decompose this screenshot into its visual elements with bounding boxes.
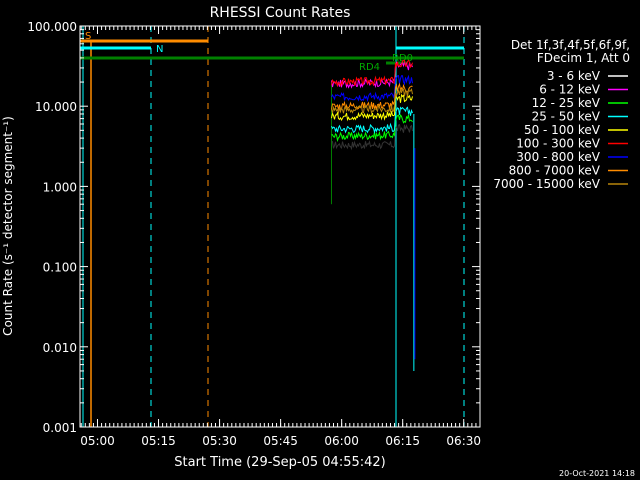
y-tick-label: 100.000 xyxy=(27,20,77,34)
y-tick-label: 0.100 xyxy=(43,261,77,275)
legend-header: FDecim 1, Att 0 xyxy=(537,51,630,65)
series-layer xyxy=(330,59,416,371)
chart-title: RHESSI Count Rates xyxy=(210,5,351,21)
rd0-label: RD0 xyxy=(392,53,413,64)
series-line xyxy=(331,124,413,151)
footer-date: 20-Oct-2021 14:18 xyxy=(559,469,635,478)
legend-label: 300 - 800 keV xyxy=(516,150,600,164)
series-line xyxy=(331,82,413,111)
series-line xyxy=(331,113,413,143)
legend-label: 7000 - 15000 keV xyxy=(493,177,600,191)
series-line xyxy=(331,106,413,134)
legend: Det 1f,3f,4f,5f,6f,9f,FDecim 1, Att 0 3 -… xyxy=(493,38,630,191)
legend-label: 6 - 12 keV xyxy=(539,83,601,97)
series-line xyxy=(331,87,413,115)
legend-label: 50 - 100 keV xyxy=(524,123,601,137)
y-axis-label: Count Rate (s⁻¹ detector segment⁻¹) xyxy=(1,116,15,336)
saa-label: S xyxy=(85,31,91,42)
y-tick-label: 10.000 xyxy=(35,100,77,114)
axis-layer: 0.001 0.010 0.100 1.000 10.000 100.000 05:00 05… xyxy=(27,20,481,448)
legend-label: 100 - 300 keV xyxy=(516,137,600,151)
legend-label: 3 - 6 keV xyxy=(547,69,601,83)
legend-header: Det 1f,3f,4f,5f,6f,9f, xyxy=(511,38,630,52)
legend-label: 25 - 50 keV xyxy=(532,110,601,124)
legend-label: 12 - 25 keV xyxy=(532,96,601,110)
x-tick-label: 06:15 xyxy=(385,434,420,448)
x-axis-label: Start Time (29-Sep-05 04:55:42) xyxy=(174,455,385,470)
night-label: N xyxy=(156,44,163,55)
plot-frame xyxy=(79,25,481,428)
rd4-label: RD4 xyxy=(359,62,380,73)
x-tick-label: 05:30 xyxy=(202,434,237,448)
annotation-layer: S N RD4 RD0 xyxy=(80,26,465,427)
y-tick-label: 0.001 xyxy=(43,421,77,435)
x-tick-label: 05:15 xyxy=(141,434,176,448)
y-tick-label: 0.010 xyxy=(43,341,77,355)
legend-label: 800 - 7000 keV xyxy=(509,164,601,178)
series-line xyxy=(331,92,413,122)
x-tick-label: 05:45 xyxy=(263,434,298,448)
x-tick-label: 06:00 xyxy=(324,434,359,448)
x-tick-label: 06:30 xyxy=(446,434,481,448)
series-line xyxy=(331,74,413,103)
y-tick-label: 1.000 xyxy=(43,180,77,194)
series-line xyxy=(331,59,413,88)
x-tick-label: 05:00 xyxy=(80,434,115,448)
